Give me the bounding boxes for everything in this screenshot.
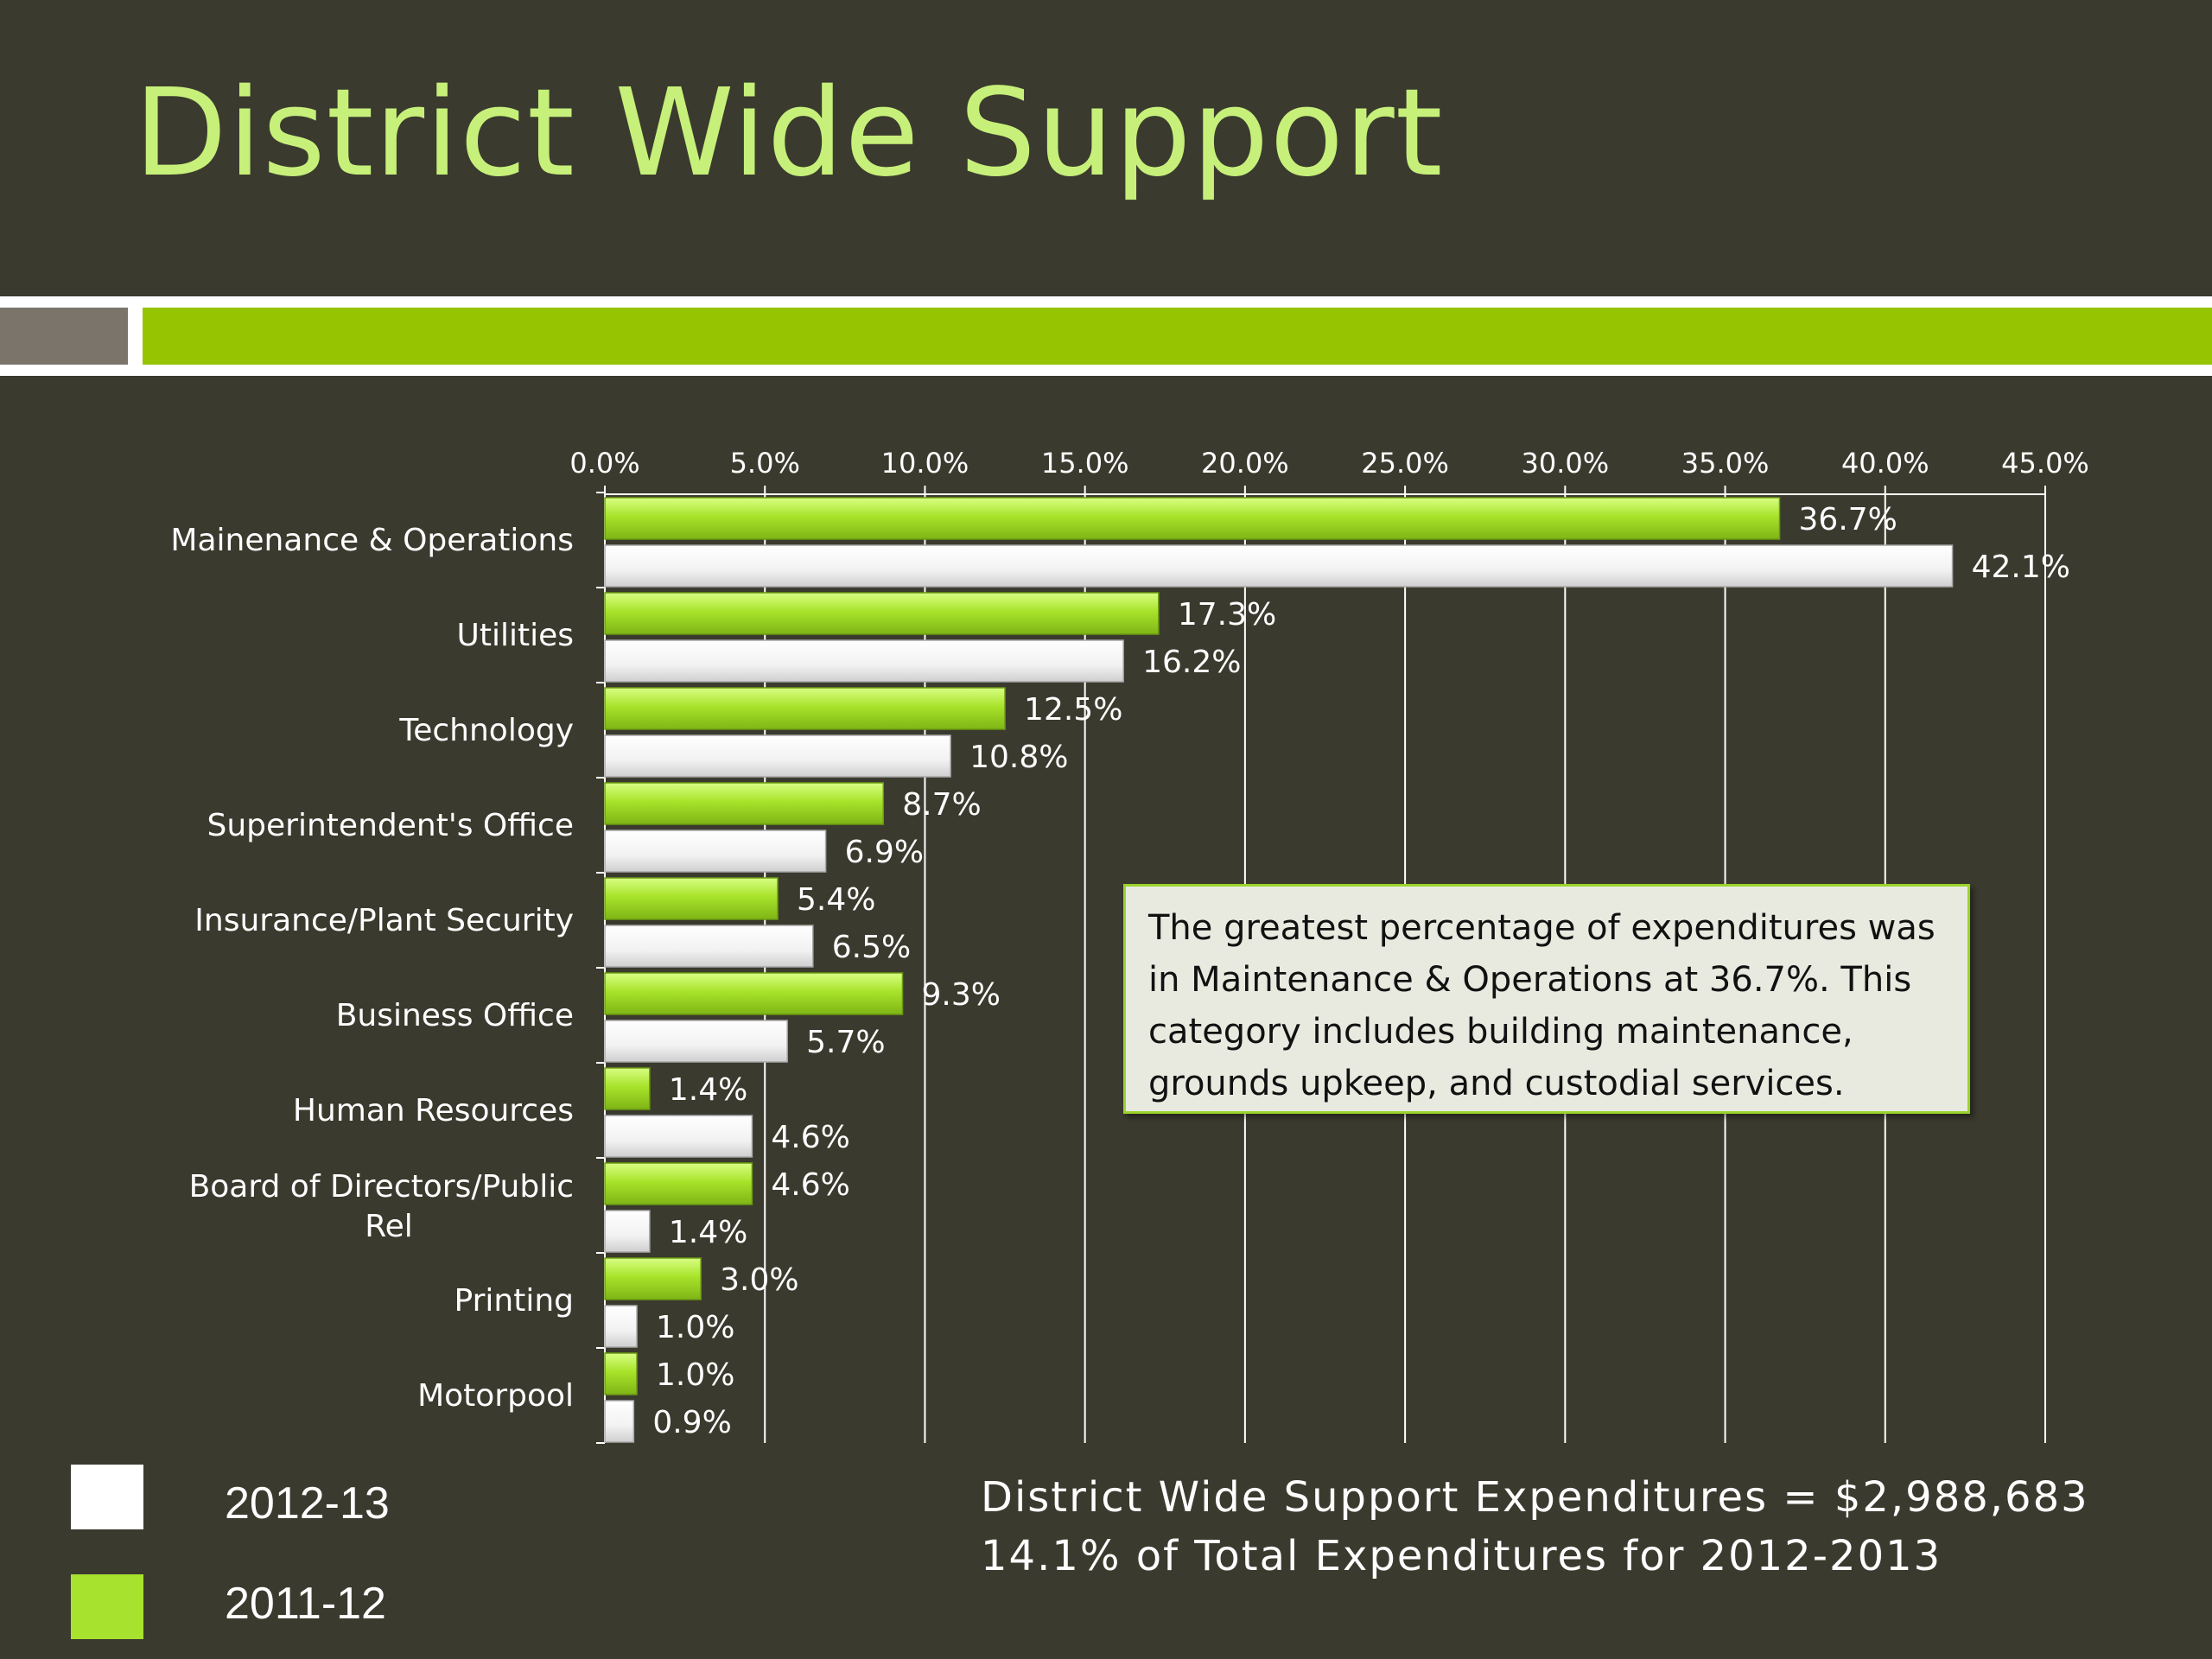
bar-2011-12-6 bbox=[604, 1067, 651, 1110]
data-label-2012-13: 6.5% bbox=[832, 930, 911, 965]
data-label-2011-12: 3.0% bbox=[720, 1262, 798, 1298]
bar-2011-12-1 bbox=[604, 592, 1160, 635]
bar-2012-13-2 bbox=[604, 734, 951, 778]
data-label-2011-12: 1.0% bbox=[656, 1357, 734, 1393]
category-label: Insurance/Plant Security bbox=[194, 903, 574, 938]
category-label: Motorpool bbox=[417, 1378, 574, 1414]
data-label-2012-13: 16.2% bbox=[1142, 645, 1241, 680]
data-label-2011-12: 1.4% bbox=[669, 1072, 747, 1108]
data-label-2011-12: 9.3% bbox=[922, 977, 1001, 1013]
annotation-box: The greatest percentage of expenditures … bbox=[1123, 884, 1970, 1114]
legend-label-2011-12: 2011-12 bbox=[225, 1579, 386, 1629]
x-tick-label: 35.0% bbox=[1681, 447, 1770, 480]
x-tick-label: 10.0% bbox=[881, 447, 969, 480]
data-label-2011-12: 8.7% bbox=[902, 787, 981, 823]
band-green-segment bbox=[143, 308, 2212, 365]
category-label: Board of Directors/Public Rel bbox=[189, 1169, 574, 1244]
category-label: Superintendent's Office bbox=[207, 808, 574, 843]
bar-2012-13-5 bbox=[604, 1020, 788, 1063]
bar-2012-13-9 bbox=[604, 1400, 635, 1443]
data-label-2011-12: 17.3% bbox=[1178, 597, 1276, 632]
category-label: Human Resources bbox=[293, 1093, 574, 1128]
x-tick-label: 0.0% bbox=[569, 447, 639, 480]
category-label: Technology bbox=[398, 713, 574, 748]
data-label-2012-13: 1.4% bbox=[669, 1215, 747, 1250]
data-label-2012-13: 5.7% bbox=[806, 1025, 885, 1060]
bar-2012-13-1 bbox=[604, 639, 1124, 683]
data-label-2011-12: 36.7% bbox=[1799, 502, 1897, 537]
footer-percent-of-total: 14.1% of Total Expenditures for 2012-201… bbox=[981, 1532, 1942, 1580]
category-label: Utilities bbox=[457, 618, 575, 653]
data-label-2011-12: 12.5% bbox=[1024, 692, 1122, 728]
data-label-2011-12: 5.4% bbox=[797, 882, 875, 918]
data-label-2012-13: 42.1% bbox=[1972, 550, 2070, 585]
bar-2011-12-3 bbox=[604, 782, 885, 825]
x-tick-label: 25.0% bbox=[1361, 447, 1449, 480]
bar-2011-12-2 bbox=[604, 687, 1006, 730]
x-tick-label: 30.0% bbox=[1522, 447, 1610, 480]
data-label-2012-13: 6.9% bbox=[845, 835, 924, 870]
data-label-2012-13: 1.0% bbox=[656, 1310, 734, 1345]
data-label-2012-13: 0.9% bbox=[652, 1405, 731, 1440]
bar-2012-13-7 bbox=[604, 1210, 651, 1253]
bar-2011-12-9 bbox=[604, 1352, 638, 1395]
x-tick-label: 40.0% bbox=[1841, 447, 1929, 480]
category-label: Business Office bbox=[336, 998, 574, 1033]
bar-2012-13-3 bbox=[604, 830, 827, 873]
header-band bbox=[0, 296, 2212, 376]
bar-2012-13-0 bbox=[604, 544, 1954, 588]
legend-swatch-2012-13 bbox=[71, 1465, 143, 1529]
legend-swatch-2011-12 bbox=[71, 1574, 143, 1639]
x-tick-label: 45.0% bbox=[2001, 447, 2089, 480]
bar-2011-12-7 bbox=[604, 1162, 753, 1205]
x-tick-label: 5.0% bbox=[730, 447, 800, 480]
data-label-2011-12: 4.6% bbox=[771, 1167, 849, 1203]
legend-label-2012-13: 2012-13 bbox=[225, 1478, 390, 1529]
bar-2011-12-0 bbox=[604, 497, 1781, 540]
band-gray-segment bbox=[0, 308, 128, 365]
bar-2011-12-5 bbox=[604, 972, 904, 1015]
category-label: Mainenance & Operations bbox=[170, 523, 574, 558]
x-tick-label: 20.0% bbox=[1201, 447, 1289, 480]
bar-2012-13-8 bbox=[604, 1305, 638, 1348]
bar-2012-13-6 bbox=[604, 1115, 753, 1158]
category-label: Printing bbox=[454, 1283, 574, 1319]
bar-2011-12-8 bbox=[604, 1257, 702, 1300]
data-label-2012-13: 4.6% bbox=[771, 1120, 849, 1155]
data-label-2012-13: 10.8% bbox=[969, 740, 1068, 775]
page-title: District Wide Support bbox=[134, 63, 1444, 204]
x-tick-label: 15.0% bbox=[1041, 447, 1129, 480]
footer-total-expenditures: District Wide Support Expenditures = $2,… bbox=[981, 1473, 2089, 1522]
bar-2012-13-4 bbox=[604, 925, 814, 968]
bar-2011-12-4 bbox=[604, 877, 779, 920]
